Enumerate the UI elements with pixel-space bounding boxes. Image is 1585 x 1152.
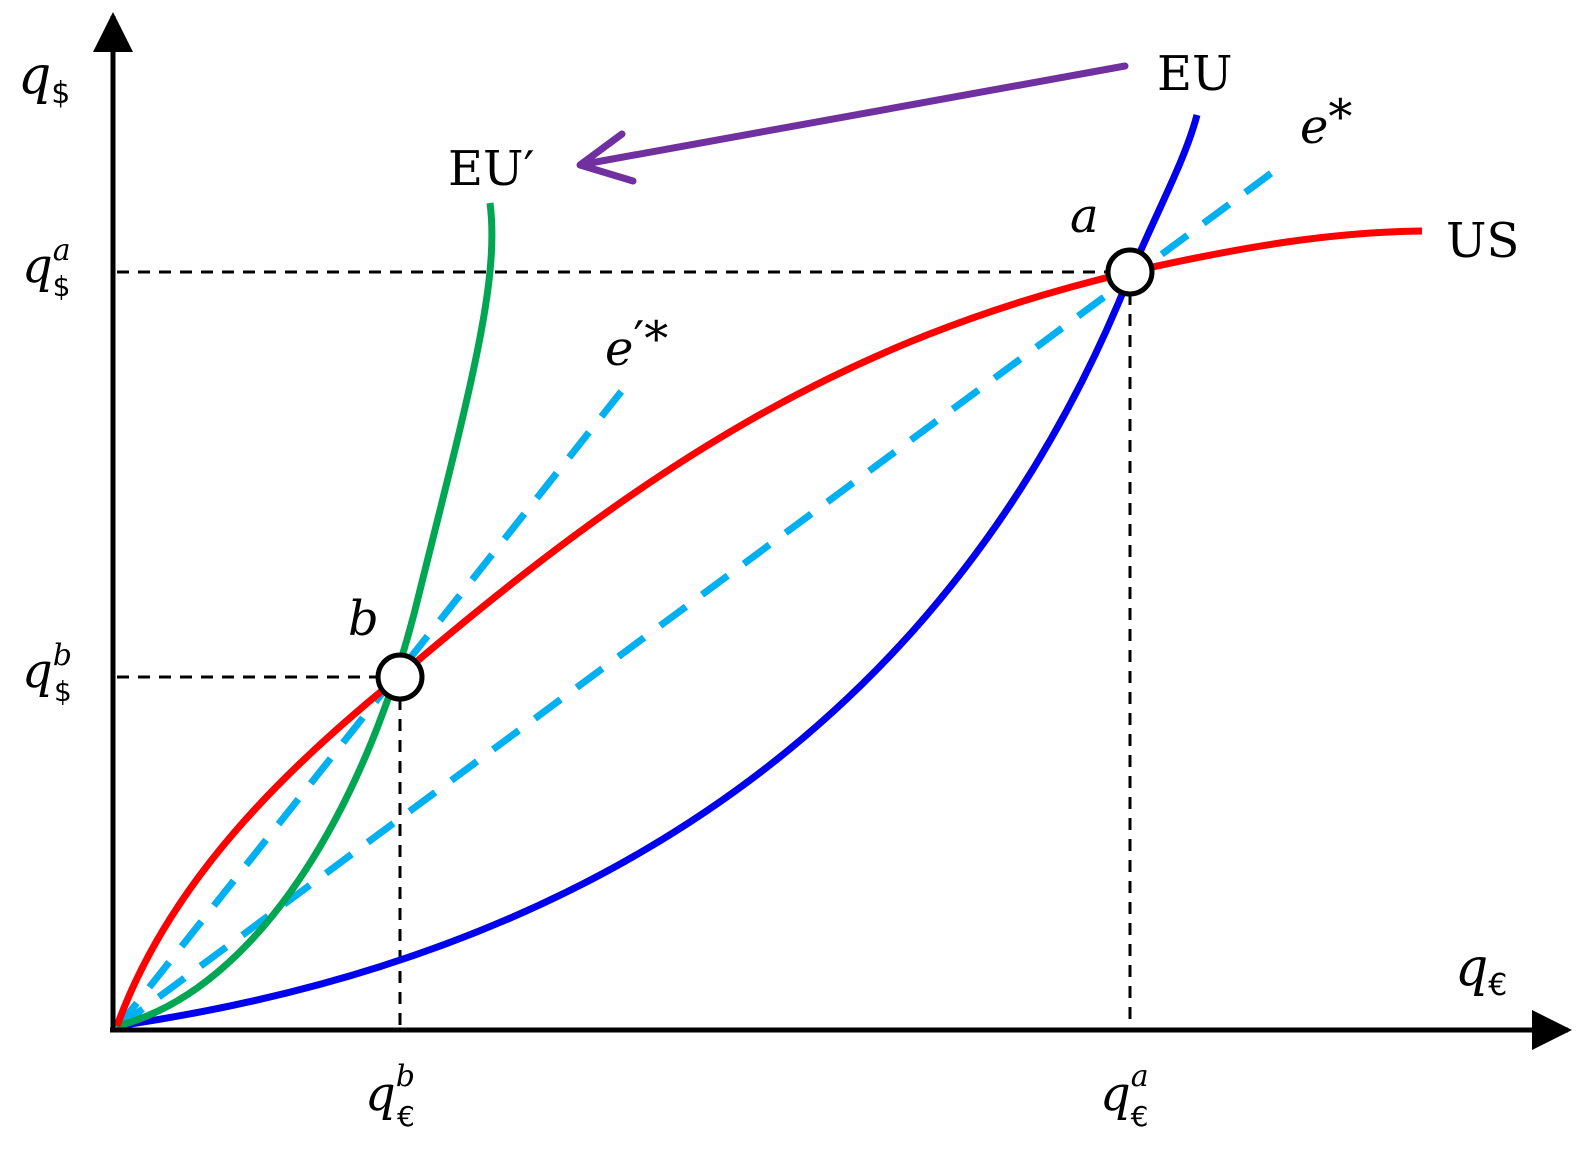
y-tick-label-a: qa $ (22, 233, 71, 303)
us-curve (113, 227, 1423, 1028)
eu-prime-curve (116, 202, 496, 1030)
y-tick-label-b: qb $ (22, 638, 72, 708)
x-tick-label-b: qb € (365, 1059, 415, 1133)
e-star-label: e* (1300, 89, 1352, 155)
x-tick-label-a: qa € (1100, 1059, 1149, 1133)
eu-prime-label: EU′ (448, 141, 534, 197)
point-a-label: a (1070, 188, 1099, 244)
eu-label: EU (1157, 46, 1233, 102)
e-prime-star-label: e′* (605, 311, 668, 377)
e-star-ray (114, 160, 1288, 1031)
e-prime-star-ray (114, 375, 635, 1031)
y-axis-label: q$ (18, 46, 70, 111)
point-a-marker (1105, 247, 1155, 297)
shift-arrow-shaft (581, 62, 1129, 168)
us-label: US (1446, 213, 1519, 269)
x-axis-label: q€ (1455, 938, 1507, 1003)
eu-curve (116, 114, 1201, 1030)
shift-arrow-head (576, 130, 637, 185)
point-b-marker (375, 652, 425, 702)
point-b-label: b (348, 591, 379, 647)
